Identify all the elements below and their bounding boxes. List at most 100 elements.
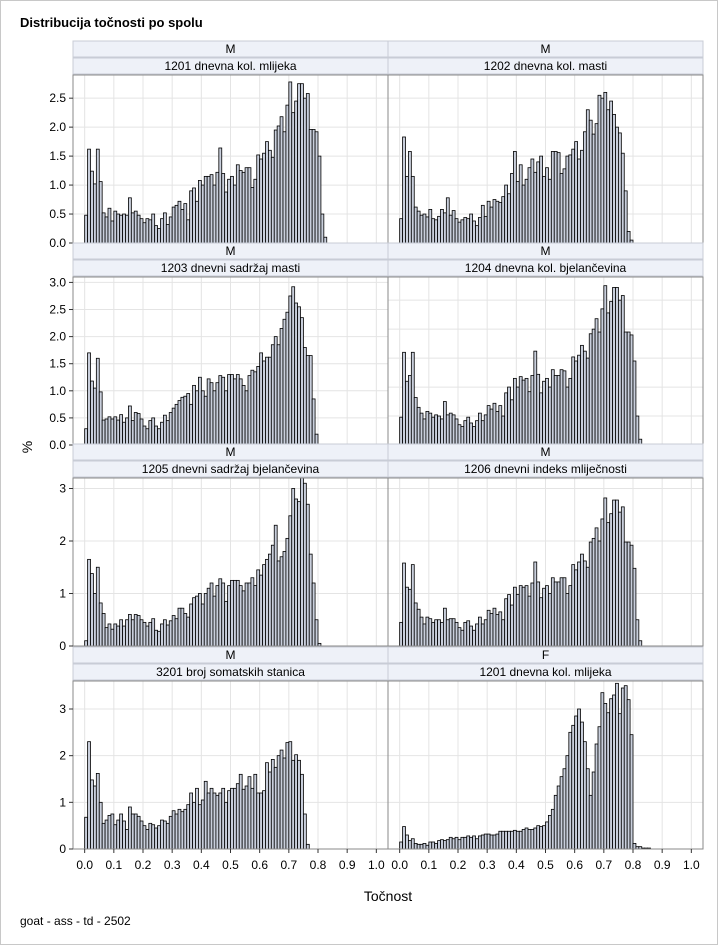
histogram-bar [562,768,567,850]
panel-sex-label: M [226,244,236,258]
histogram-bar [510,604,514,647]
histogram-bar [291,112,296,244]
histogram-bar [588,333,593,446]
panel-trait-label: 1204 dnevna kol. bjelančevina [465,261,627,275]
histogram-bar [629,544,634,647]
histogram-bar [419,616,424,647]
histogram-bar [416,406,421,446]
histogram-bar [253,773,258,850]
histogram-bar [198,804,202,850]
histogram-bar [285,537,290,647]
histogram-bar [571,356,576,446]
histogram-bar [128,405,132,446]
histogram-bar [168,815,173,850]
panel-1: M 1201 dnevna kol. mlijeka 0.0 0.5 1.0 1.5 2.0… [49,40,389,250]
histogram-bar [104,627,109,647]
histogram-bar [632,360,637,446]
histogram-bar [507,594,511,647]
histogram-bar [591,537,596,647]
histogram-bar [440,208,444,244]
histogram-bar [259,792,263,850]
histogram-bar [530,375,535,446]
histogram-bar [597,540,602,647]
y-tick-label: 2 [59,534,66,548]
histogram-bar [448,836,453,850]
histogram-bar [125,417,129,446]
histogram-bar [425,844,430,850]
histogram-bar [548,815,552,850]
histogram-bar [466,620,471,647]
histogram-bar [268,356,272,446]
histogram-bar [521,379,526,446]
histogram-bar [591,133,596,244]
histogram-bar [241,171,246,244]
histogram-bar [116,213,121,244]
histogram-bar [186,219,191,244]
histogram-bar [445,197,450,244]
histogram-bar [259,158,263,244]
histogram-bar [238,378,243,446]
histogram-bar [472,220,476,244]
panel-sex-label: M [226,42,236,56]
histogram-bar [198,180,202,244]
histogram-bar [615,499,619,647]
histogram-bar [408,840,412,850]
x-tick-label: 0.3 [479,858,496,872]
histogram-bar [285,311,290,446]
histogram-bar [303,813,307,850]
histogram-bar [548,593,552,647]
histogram-bar [583,131,587,244]
histogram-bar [475,420,479,446]
histogram-bar [527,391,532,446]
histogram-bar [247,167,252,244]
histogram-bar [495,410,500,446]
histogram-bar [445,619,450,647]
histogram-bar [518,376,523,446]
histogram-bar [84,428,88,446]
histogram-bar [489,613,494,647]
histogram-bar [463,836,468,850]
histogram-bar [262,360,266,446]
histogram-bar [186,616,191,647]
histogram-bar [133,412,138,446]
histogram-bar [530,829,535,850]
histogram-bar [209,382,214,446]
histogram-bar [171,615,176,647]
histogram-bar [291,488,296,647]
histogram-bar [513,377,517,446]
histogram-bar [87,352,91,446]
histogram-bar [165,624,170,647]
histogram-bar [486,833,491,850]
histogram-bar [562,370,567,446]
histogram-bar [443,840,447,850]
histogram-bar [410,175,415,244]
histogram-bar [163,820,167,850]
histogram-bar [542,175,546,244]
histogram-bar [460,219,465,244]
y-tick-label: 0.0 [49,236,66,250]
y-axis-title: % [19,441,35,453]
histogram-bar [288,741,293,850]
histogram-bar [600,97,605,244]
histogram-bar [606,312,611,446]
histogram-bar [568,585,573,647]
histogram-bar [104,216,109,244]
histogram-bar [580,149,584,244]
histogram-bar [221,582,226,647]
histogram-bar [419,412,424,446]
histogram-bar [399,218,403,244]
histogram-bar [87,741,91,850]
histogram-bar [399,621,403,647]
histogram-bar [151,824,156,850]
histogram-bar [498,405,503,446]
histogram-bar [203,780,208,850]
histogram-bar [160,218,164,244]
histogram-bar [475,225,479,244]
histogram-bar [270,544,275,647]
histogram-bar [478,616,482,647]
histogram-bar [489,834,494,850]
panel-6: M 1206 dnevni indeks mliječnosti [387,443,704,647]
histogram-bar [133,614,138,647]
histogram-bar [203,593,208,647]
histogram-bar [583,560,587,647]
